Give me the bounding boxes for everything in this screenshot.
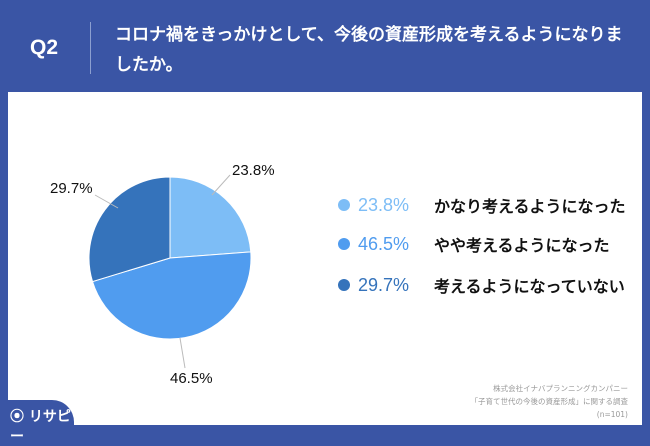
legend-dot [338, 238, 350, 250]
legend-label: かなり考えるようになった [434, 197, 626, 216]
legend-pct: 29.7% [358, 274, 410, 295]
legend-item: 29.7% 考えるようになっていない [338, 273, 625, 297]
question-number: Q2 [30, 36, 59, 59]
source-credit: 株式会社イナバプランニングカンパニー「子育て世代の今後の資産形成」に関する調査 (… [471, 382, 629, 421]
pie-chart [88, 174, 252, 369]
legend-label: やや考えるようになった [434, 236, 610, 255]
leader-line [179, 337, 186, 369]
pie-slice [169, 176, 252, 259]
pie-slice [88, 176, 171, 283]
legend-item: 46.5% やや考えるようになった [338, 232, 610, 256]
credit-line: 株式会社イナバプランニングカンパニー [493, 384, 628, 393]
leader-line [94, 194, 119, 209]
pie-slice [91, 251, 252, 340]
credit-line: (n=101) [596, 410, 628, 419]
data-label: 46.5% [170, 370, 213, 387]
data-label: 23.8% [232, 162, 275, 179]
legend-label: 考えるようになっていない [434, 277, 625, 296]
pin-icon: ⦿ [10, 409, 24, 425]
logo: ⦿ リサピー [0, 400, 74, 445]
legend-pct: 23.8% [358, 194, 410, 215]
divider [90, 22, 91, 74]
legend-item: 23.8% かなり考えるようになった [338, 193, 626, 217]
credit-line: 「子育て世代の今後の資産形成」に関する調査 [470, 397, 629, 406]
leader-line [211, 174, 231, 196]
legend-pct: 46.5% [358, 233, 410, 254]
legend-dot [338, 279, 350, 291]
data-label: 29.7% [50, 180, 93, 197]
question-title: コロナ禍をきっかけとして、今後の資産形成を考えるようになりましたか。 [115, 25, 623, 75]
legend-dot [338, 199, 350, 211]
